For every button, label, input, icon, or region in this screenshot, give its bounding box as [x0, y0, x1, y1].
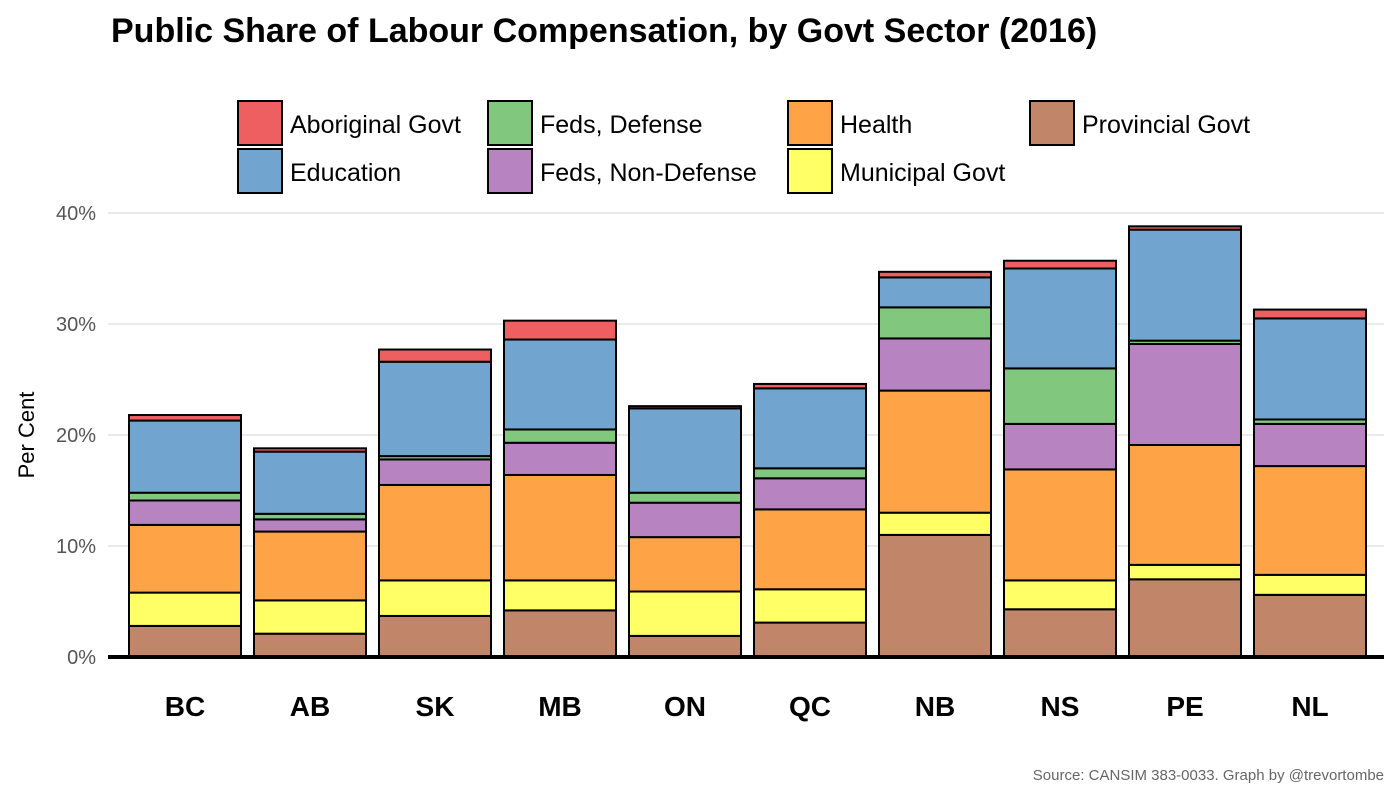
bar-segment — [628, 501, 742, 539]
legend-label: Provincial Govt — [1082, 111, 1250, 139]
bar-segment — [753, 621, 867, 659]
legend-swatch — [1029, 100, 1075, 146]
legend-label: Health — [840, 111, 912, 139]
bar-segment — [878, 511, 992, 536]
bar-segment — [1003, 608, 1117, 659]
legend-label: Aboriginal Govt — [290, 111, 461, 139]
bar-segment — [628, 590, 742, 637]
bar-segment — [378, 579, 492, 617]
bar-segment — [128, 414, 242, 422]
bar-segment — [628, 407, 742, 494]
legend-swatch — [787, 100, 833, 146]
x-tick-label: ON — [664, 691, 706, 722]
bar-segment — [503, 441, 617, 476]
bar-segment — [503, 319, 617, 341]
bar-segment — [503, 473, 617, 582]
bar-segment — [253, 599, 367, 635]
bar-segment — [128, 491, 242, 502]
bar-segment — [878, 276, 992, 309]
bar-segment — [128, 624, 242, 658]
bar-segment — [1128, 225, 1242, 231]
bar-segment — [878, 337, 992, 392]
y-tick-label: 0% — [67, 647, 96, 669]
bar-segment — [378, 348, 492, 363]
x-tick-label: NS — [1041, 691, 1080, 722]
x-tick-label: BC — [165, 691, 205, 722]
chart-title: Public Share of Labour Compensation, by … — [111, 12, 1098, 50]
bar-segment — [503, 579, 617, 612]
source-note: Source: CANSIM 383-0033. Graph by @trevo… — [1032, 767, 1384, 784]
legend-label: Education — [290, 159, 401, 187]
bar-segment — [878, 389, 992, 514]
bar-segment — [253, 518, 367, 533]
bar-segment — [1128, 563, 1242, 581]
x-tick-label: MB — [538, 691, 582, 722]
bar-segment — [378, 458, 492, 486]
bar-segment — [628, 536, 742, 593]
bar-segment — [503, 428, 617, 444]
bar-segment — [378, 614, 492, 658]
bar-segment — [128, 591, 242, 627]
legend-label: Feds, Defense — [540, 111, 703, 139]
bar-segment — [878, 270, 992, 279]
bar-segment — [128, 419, 242, 494]
bar-segment — [628, 634, 742, 658]
bar-segment — [253, 450, 367, 515]
bar-segment — [1253, 422, 1367, 468]
bar-segment — [378, 483, 492, 582]
bar-segment — [753, 382, 867, 390]
y-tick-label: 40% — [56, 203, 96, 225]
bar-segment — [128, 523, 242, 594]
bar-segment — [253, 447, 367, 453]
legend-swatch — [487, 148, 533, 194]
bar-segment — [1003, 267, 1117, 370]
bar-segment — [753, 477, 867, 511]
legend-swatch — [487, 100, 533, 146]
bar-segment — [628, 491, 742, 504]
x-tick-label: SK — [416, 691, 455, 722]
y-tick-label: 20% — [56, 425, 96, 447]
legend-swatch — [237, 148, 283, 194]
y-tick-label: 10% — [56, 536, 96, 558]
bar-segment — [1253, 573, 1367, 596]
legend-swatch — [787, 148, 833, 194]
bar-segment — [753, 508, 867, 591]
bar-segment — [378, 360, 492, 458]
bar-segment — [1003, 579, 1117, 611]
y-tick-label: 30% — [56, 314, 96, 336]
x-tick-label: AB — [290, 691, 330, 722]
bar-segment — [503, 609, 617, 659]
x-tick-label: QC — [789, 691, 831, 722]
bar-segment — [1128, 578, 1242, 658]
legend-swatch — [237, 100, 283, 146]
bar-segment — [753, 467, 867, 480]
bar-segment — [1128, 342, 1242, 446]
bar-segment — [253, 530, 367, 602]
bar-segment — [1003, 468, 1117, 582]
bar-segment — [628, 405, 742, 410]
x-tick-label: NB — [915, 691, 955, 722]
bar-segment — [878, 306, 992, 340]
bar-segment — [1128, 443, 1242, 566]
bar-segment — [128, 499, 242, 526]
bar-segment — [253, 632, 367, 659]
bar-segment — [753, 387, 867, 470]
bar-segment — [1003, 367, 1117, 425]
legend-label: Feds, Non-Defense — [540, 159, 757, 187]
bar-segment — [503, 338, 617, 431]
legend-label: Municipal Govt — [840, 159, 1005, 187]
bar-segment — [1003, 259, 1117, 270]
bar-segment — [753, 588, 867, 624]
x-tick-label: PE — [1166, 691, 1203, 722]
bar-segment — [1253, 317, 1367, 421]
bar-segment — [878, 533, 992, 659]
bar-segment — [1253, 465, 1367, 576]
bar-segment — [1253, 308, 1367, 320]
x-tick-label: NL — [1291, 691, 1328, 722]
y-axis-label: Per Cent — [14, 392, 39, 479]
bar-segment — [1253, 593, 1367, 659]
bar-segment — [1128, 228, 1242, 342]
bar-segment — [1003, 422, 1117, 471]
